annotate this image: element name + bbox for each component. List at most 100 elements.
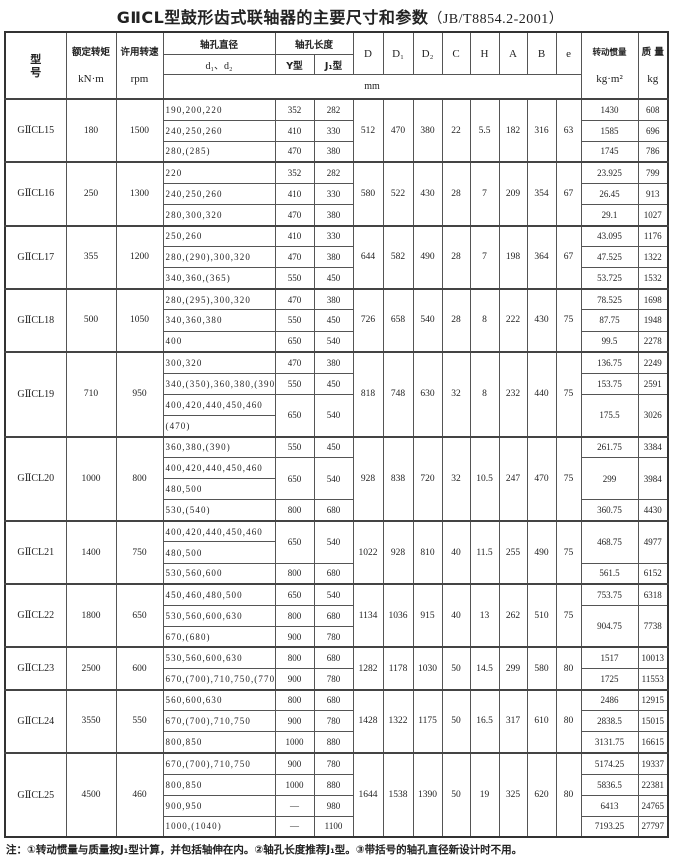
bore-diameter: 1000,(1040)	[162, 815, 276, 838]
bore-length-j1: 780	[313, 751, 354, 775]
bore-length-y: 550	[274, 372, 315, 395]
dim-h: 19	[469, 751, 500, 838]
dim-b: 354	[526, 161, 557, 227]
rated-torque: 1400	[65, 519, 117, 585]
bore-length-y: —	[274, 794, 315, 817]
moment-of-inertia: 53.725	[580, 267, 639, 290]
bore-diameter: (470)	[162, 414, 276, 438]
header-D2: D₂	[412, 31, 443, 75]
bore-length-y: 470	[274, 246, 315, 269]
bore-diameter: 900,950	[162, 794, 276, 817]
dim-e: 80	[555, 688, 582, 754]
bore-length-y: 800	[274, 646, 315, 670]
bore-length-y: 410	[274, 224, 315, 248]
bore-diameter: 530,560,600	[162, 562, 276, 585]
dim-c: 40	[441, 583, 471, 648]
header-speed: 许用转速 rpm	[115, 31, 164, 100]
dim-a: 209	[498, 161, 528, 227]
dim-b: 510	[526, 583, 557, 648]
dim-d2: 720	[412, 435, 443, 522]
bore-diameter: 670,(700),710,750	[162, 710, 276, 733]
model-name: GⅡCL15	[4, 97, 67, 163]
dim-a: 198	[498, 224, 528, 290]
moment-of-inertia: 261.75	[580, 435, 639, 459]
bore-length-j1: 680	[313, 688, 354, 712]
mass: 913	[637, 182, 669, 205]
table-row: 400,420,440,450,460 650 540 175.5 3026	[5, 393, 669, 438]
dim-c: 50	[441, 646, 471, 691]
dim-d: 512	[352, 97, 384, 163]
rated-torque: 500	[65, 287, 117, 353]
mass: 10013	[637, 646, 669, 670]
rated-torque: 4500	[65, 751, 117, 838]
bore-diameter: 530,(540)	[162, 499, 276, 522]
bore-length-j1: 450	[313, 267, 354, 290]
dim-c: 28	[441, 287, 471, 353]
mass: 1322	[637, 246, 669, 269]
rated-torque: 180	[65, 97, 117, 163]
title-standard: （JB/T8854.2-2001）	[428, 12, 564, 27]
bore-length-y: 800	[274, 604, 315, 627]
bore-diameter: 530,560,600,630	[162, 604, 276, 627]
bore-diameter: 480,500	[162, 478, 276, 501]
moment-of-inertia: 561.5	[580, 562, 639, 585]
model-name: GⅡCL16	[4, 161, 67, 227]
mass: 6318	[637, 583, 669, 606]
dim-d2: 1030	[412, 646, 443, 691]
bore-length-y: 550	[274, 435, 315, 459]
dim-b: 610	[526, 688, 557, 754]
mass: 2591	[637, 372, 669, 395]
bore-diameter: 400	[162, 330, 276, 353]
moment-of-inertia: 87.75	[580, 309, 639, 332]
bore-length-y: 900	[274, 710, 315, 733]
model-name: GⅡCL22	[4, 583, 67, 648]
mass: 1698	[637, 287, 669, 311]
moment-of-inertia: 1517	[580, 646, 639, 670]
dim-h: 5.5	[469, 97, 500, 163]
dim-d2: 380	[412, 97, 443, 163]
bore-diameter: 280,300,320	[162, 203, 276, 227]
bore-length-y: 352	[274, 97, 315, 121]
mass: 799	[637, 161, 669, 184]
header-y-type: Y型	[274, 54, 315, 75]
header-bore-diameter: 轴孔直径	[162, 31, 276, 55]
bore-length-j1: 540	[313, 393, 354, 438]
allowed-speed: 1200	[115, 224, 164, 290]
bore-diameter: 340,360,380	[162, 309, 276, 332]
bore-length-y: 800	[274, 499, 315, 522]
header-C: C	[441, 31, 471, 75]
bore-length-y: 800	[274, 562, 315, 585]
bore-length-j1: 380	[313, 203, 354, 227]
mass: 1532	[637, 267, 669, 290]
bore-diameter: 190,200,220	[162, 97, 276, 121]
bore-length-y: 650	[274, 393, 315, 438]
dim-a: 317	[498, 688, 528, 754]
bore-diameter: 560,600,630	[162, 688, 276, 712]
bore-length-j1: 540	[313, 330, 354, 353]
dim-d: 1428	[352, 688, 384, 754]
bore-length-j1: 330	[313, 119, 354, 142]
dim-d2: 490	[412, 224, 443, 290]
bore-length-y: 650	[274, 330, 315, 353]
mass: 3384	[637, 435, 669, 459]
dim-h: 7	[469, 161, 500, 227]
table-row: GⅡCL24 3550 550 560,600,630 800 680 1428 1322 11…	[4, 688, 669, 754]
mass: 16615	[637, 731, 669, 754]
rated-torque: 250	[65, 161, 117, 227]
header-H: H	[469, 31, 500, 75]
bore-length-y: —	[274, 815, 315, 838]
allowed-speed: 1500	[115, 97, 164, 163]
table-title: GⅡCL型鼓形齿式联轴器的主要尺寸和参数（JB/T8854.2-2001）	[0, 4, 680, 28]
bore-diameter: 800,850	[162, 731, 276, 754]
table-row: GⅡCL19 710 950 300,320 470 380 818 748 630 32 8 232…	[4, 351, 669, 438]
dim-e: 75	[555, 351, 582, 438]
table-row: 800,850 1000 880 5836.5 22381	[5, 773, 669, 796]
table-header: 型号 额定转矩 kN·m 许用转速 rpm 轴孔直径 轴孔长度 D D₁ D₂ C …	[4, 31, 669, 100]
moment-of-inertia: 136.75	[580, 351, 639, 374]
bore-diameter: 800,850	[162, 773, 276, 796]
bore-length-y: 470	[274, 140, 315, 163]
bore-diameter: 400,420,440,450,460	[162, 393, 276, 416]
bore-length-y: 650	[274, 457, 315, 501]
mass: 1027	[637, 203, 669, 227]
dim-e: 80	[555, 646, 582, 691]
